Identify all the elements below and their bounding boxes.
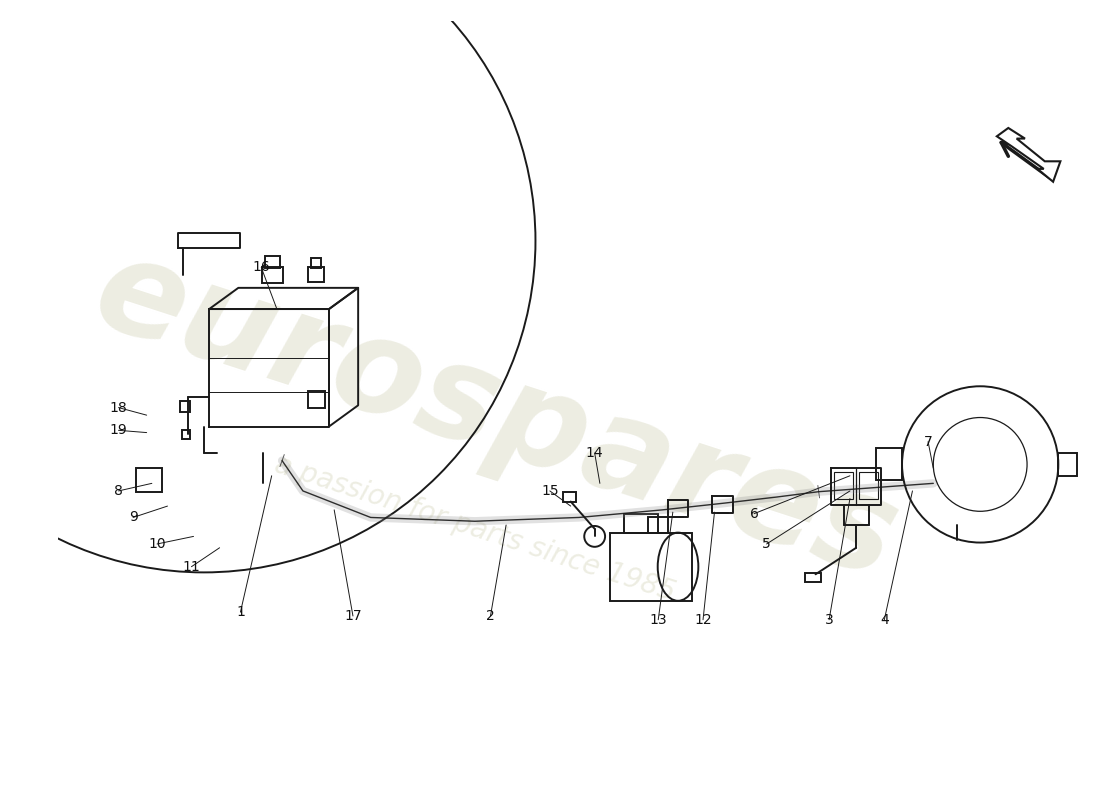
Bar — [624, 514, 658, 533]
Bar — [859, 472, 878, 499]
Text: 5: 5 — [762, 537, 771, 551]
Text: a passion for parts since 1985: a passion for parts since 1985 — [271, 450, 679, 607]
Bar — [834, 472, 854, 499]
Text: 12: 12 — [694, 613, 712, 626]
Text: 8: 8 — [114, 484, 123, 498]
Text: 13: 13 — [649, 613, 667, 626]
Bar — [610, 533, 692, 601]
Text: 1: 1 — [236, 605, 245, 619]
Bar — [183, 430, 190, 439]
Text: 6: 6 — [749, 506, 759, 521]
Text: 15: 15 — [541, 484, 559, 498]
Bar — [180, 401, 190, 412]
Text: 7: 7 — [924, 434, 933, 449]
Bar — [311, 258, 321, 268]
Text: 4: 4 — [880, 613, 889, 626]
Text: 10: 10 — [148, 537, 166, 551]
Bar — [262, 266, 283, 283]
Bar — [265, 256, 280, 268]
Text: 9: 9 — [129, 510, 138, 525]
Bar — [308, 266, 324, 282]
Text: 3: 3 — [825, 613, 834, 626]
Text: 17: 17 — [344, 609, 362, 623]
Text: eurospares: eurospares — [79, 226, 912, 605]
Text: 2: 2 — [486, 609, 495, 623]
Text: 18: 18 — [110, 401, 128, 414]
Bar — [1058, 453, 1077, 476]
Bar — [876, 448, 902, 479]
Text: 11: 11 — [183, 560, 200, 574]
Text: 16: 16 — [252, 260, 271, 274]
Bar — [308, 391, 324, 407]
Text: 19: 19 — [110, 423, 128, 438]
Bar — [563, 493, 576, 502]
Text: 14: 14 — [586, 446, 604, 460]
Bar — [136, 468, 163, 493]
Bar — [805, 573, 821, 582]
Polygon shape — [997, 128, 1060, 182]
Bar — [648, 518, 668, 533]
